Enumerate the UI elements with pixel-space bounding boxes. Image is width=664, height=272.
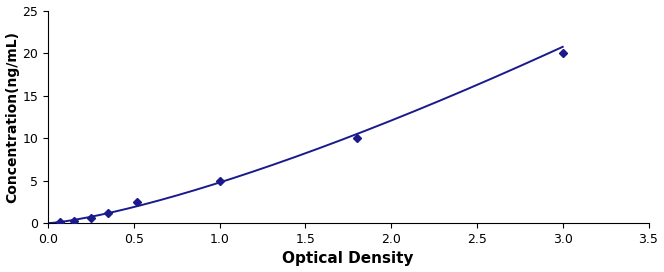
Y-axis label: Concentration(ng/mL): Concentration(ng/mL) bbox=[5, 31, 19, 203]
X-axis label: Optical Density: Optical Density bbox=[282, 251, 414, 267]
